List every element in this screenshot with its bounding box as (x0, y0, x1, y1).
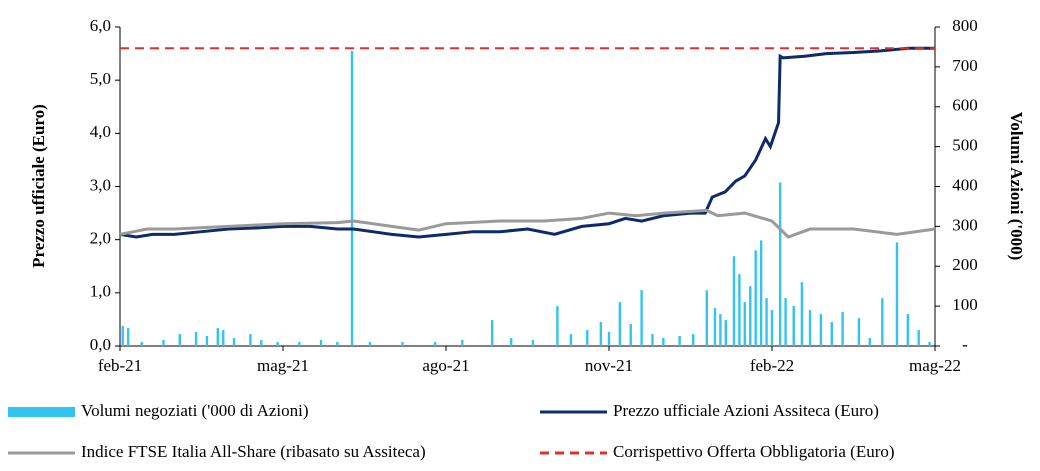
y-tick-label: 4,0 (90, 122, 111, 141)
x-tick-label: feb-22 (750, 356, 794, 375)
legend-label: Indice FTSE Italia All-Share (ribasato s… (81, 442, 426, 461)
y2-tick-label: 700 (952, 56, 978, 75)
volume-bar (749, 286, 752, 346)
volume-bar (743, 302, 747, 346)
x-tick-label: nov-21 (585, 356, 633, 375)
y2-tick-label: 200 (952, 255, 978, 274)
volume-bar (765, 298, 768, 346)
y-tick-label: 0,0 (90, 335, 111, 354)
volume-bar (629, 324, 632, 346)
y-tick-label: 1,0 (90, 282, 111, 301)
y2-tick-label: 100 (952, 295, 978, 314)
volume-bar (531, 340, 535, 346)
volume-bar (618, 302, 622, 346)
volume-bar (738, 274, 741, 346)
volume-bar (857, 318, 861, 346)
volume-bar (433, 342, 437, 346)
volume-bar (490, 320, 494, 346)
volume-bar (881, 298, 884, 346)
volume-bar (868, 338, 871, 346)
volume-bar (830, 322, 833, 346)
volume-bar (754, 250, 757, 346)
legend-swatch (8, 407, 75, 417)
volume-bar (928, 342, 931, 346)
volume-bar (126, 328, 130, 346)
volume-bar (770, 310, 774, 346)
volume-bar (724, 320, 728, 346)
volume-bar (800, 282, 804, 346)
x-tick-label: ago-21 (422, 356, 469, 375)
volume-bar (692, 334, 695, 346)
volume-bar (819, 314, 823, 346)
volume-bar (705, 290, 708, 346)
volume-bar (678, 336, 681, 346)
volume-bar (599, 322, 603, 346)
volume-bar (350, 50, 354, 347)
volume-bar (140, 342, 143, 346)
volume-bar (784, 298, 787, 346)
y-tick-label: 6,0 (90, 16, 111, 35)
volume-bar (368, 342, 372, 346)
x-tick-label: feb-21 (98, 356, 142, 375)
y2-tick-label: 300 (952, 215, 978, 234)
volume-bar (222, 330, 225, 346)
volume-bar (121, 326, 124, 346)
volume-bar (249, 334, 252, 346)
volume-bar (276, 342, 279, 346)
volume-bar (556, 306, 559, 346)
volume-bar (319, 340, 323, 346)
y-axis-label: Prezzo ufficiale (Euro) (29, 104, 48, 268)
x-tick-label: mag-22 (909, 356, 961, 375)
y2-axis-label: Volumi Azioni ('000) (1007, 112, 1026, 261)
y2-tick-label: - (962, 335, 968, 354)
legend-label: Corrispettivo Offerta Obbligatoria (Euro… (613, 442, 895, 461)
price-line (119, 208, 936, 239)
volume-bar (917, 330, 920, 346)
volume-bar (651, 334, 654, 346)
volume-bar (232, 338, 236, 346)
volume-bar (808, 310, 812, 346)
volume-bar (216, 328, 219, 346)
volume-bar (162, 340, 165, 346)
volume-bar (662, 338, 665, 346)
volume-bar (719, 314, 722, 346)
volume-bar (640, 290, 643, 346)
y2-tick-label: 500 (952, 136, 978, 155)
volume-bar (607, 332, 611, 346)
y2-tick-label: 400 (952, 175, 978, 194)
x-tick-label: mag-21 (257, 356, 309, 375)
volume-bar (510, 338, 513, 346)
volume-bar (906, 314, 910, 346)
volume-bar (401, 342, 404, 346)
volume-bar (732, 256, 736, 346)
volume-bar (205, 336, 209, 346)
y-tick-label: 2,0 (90, 229, 111, 248)
legend-label: Volumi negoziati ('000 di Azioni) (81, 401, 309, 420)
volume-bar (759, 240, 763, 346)
volume-bar (778, 182, 782, 346)
y2-tick-label: 600 (952, 96, 978, 115)
volume-bar (298, 342, 301, 346)
y-tick-label: 5,0 (90, 69, 111, 88)
volume-bar (569, 334, 573, 346)
volume-bar (461, 340, 464, 346)
y-tick-label: 3,0 (90, 175, 111, 194)
volume-bar (841, 312, 844, 346)
volume-bar (194, 332, 198, 346)
volume-bar (895, 242, 899, 346)
volume-bar (178, 334, 181, 346)
volume-bar (792, 306, 795, 346)
y2-tick-label: 800 (952, 16, 978, 35)
volume-bar (713, 308, 717, 346)
volume-bar (586, 330, 589, 346)
price-line (119, 46, 935, 239)
legend-label: Prezzo ufficiale Azioni Assiteca (Euro) (613, 401, 879, 420)
volume-bar (336, 342, 339, 346)
volume-bar (260, 340, 263, 346)
